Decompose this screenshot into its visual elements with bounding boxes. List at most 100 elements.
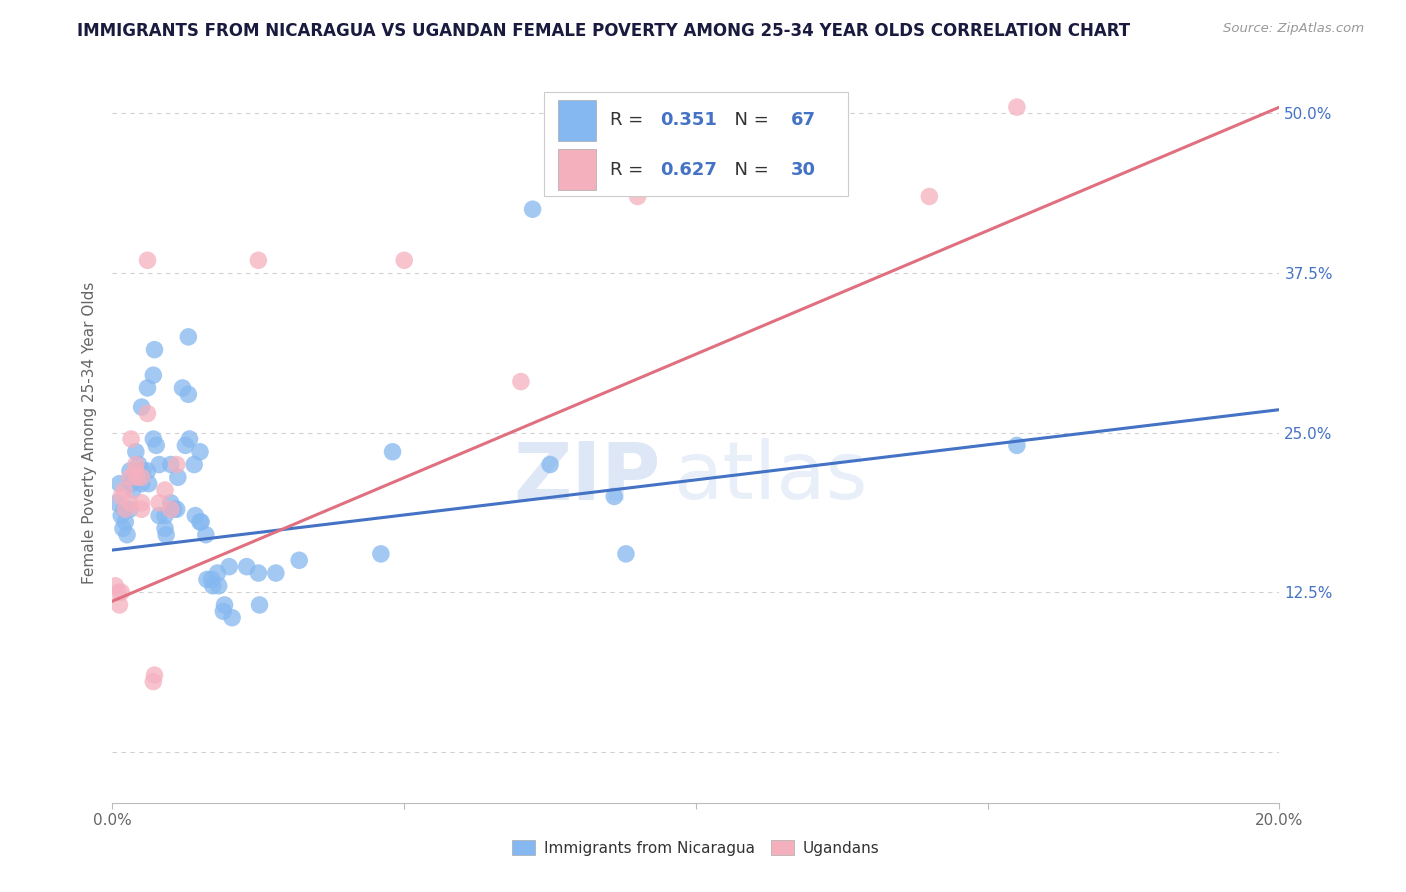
Point — [394, 253, 416, 268]
Point — [177, 330, 200, 344]
Point — [105, 496, 128, 510]
Text: R =: R = — [610, 161, 648, 178]
Point — [370, 547, 392, 561]
Point — [118, 470, 141, 484]
Point — [125, 444, 148, 458]
Point — [145, 438, 167, 452]
Point — [112, 483, 135, 497]
Point — [148, 508, 170, 523]
Point — [148, 496, 170, 510]
Text: ZIP: ZIP — [513, 438, 661, 516]
Point — [153, 508, 176, 523]
Legend: Immigrants from Nicaragua, Ugandans: Immigrants from Nicaragua, Ugandans — [506, 834, 886, 862]
Text: 67: 67 — [790, 112, 815, 129]
Point — [160, 502, 183, 516]
Text: 0.627: 0.627 — [659, 161, 717, 178]
Point — [166, 470, 188, 484]
Point — [115, 527, 138, 541]
Point — [201, 579, 224, 593]
Text: N =: N = — [723, 112, 775, 129]
Point — [125, 470, 148, 484]
Point — [172, 381, 194, 395]
Point — [177, 387, 200, 401]
Point — [918, 189, 941, 203]
Point — [118, 464, 141, 478]
Point — [110, 490, 132, 504]
Point — [132, 464, 155, 478]
Point — [142, 674, 165, 689]
Point — [264, 566, 287, 580]
FancyBboxPatch shape — [558, 150, 596, 190]
Point — [627, 189, 650, 203]
Point — [509, 375, 531, 389]
Point — [104, 579, 127, 593]
Point — [190, 515, 212, 529]
Point — [136, 253, 159, 268]
Point — [235, 559, 257, 574]
Point — [179, 432, 201, 446]
Point — [107, 585, 129, 599]
Point — [214, 598, 236, 612]
Point — [153, 483, 176, 497]
Text: R =: R = — [610, 112, 648, 129]
Point — [188, 444, 211, 458]
Point — [614, 547, 637, 561]
Point — [221, 611, 243, 625]
Point — [603, 490, 626, 504]
Text: Source: ZipAtlas.com: Source: ZipAtlas.com — [1223, 22, 1364, 36]
Text: IMMIGRANTS FROM NICARAGUA VS UGANDAN FEMALE POVERTY AMONG 25-34 YEAR OLDS CORREL: IMMIGRANTS FROM NICARAGUA VS UGANDAN FEM… — [77, 22, 1130, 40]
Point — [136, 407, 159, 421]
Point — [108, 598, 131, 612]
Point — [381, 444, 404, 458]
Point — [249, 598, 271, 612]
Point — [120, 432, 142, 446]
FancyBboxPatch shape — [544, 92, 848, 195]
Point — [112, 502, 135, 516]
Point — [194, 527, 217, 541]
Point — [136, 464, 159, 478]
Point — [111, 521, 134, 535]
Point — [118, 502, 141, 516]
Point — [183, 458, 205, 472]
Point — [110, 508, 132, 523]
Point — [1005, 100, 1028, 114]
Point — [174, 438, 197, 452]
Point — [125, 464, 148, 478]
Point — [128, 458, 150, 472]
Text: atlas: atlas — [672, 438, 868, 516]
Point — [114, 515, 136, 529]
Point — [160, 458, 183, 472]
FancyBboxPatch shape — [558, 100, 596, 141]
Text: N =: N = — [723, 161, 775, 178]
Point — [122, 483, 145, 497]
Point — [1005, 438, 1028, 452]
Point — [538, 458, 561, 472]
Text: 30: 30 — [790, 161, 815, 178]
Point — [207, 566, 229, 580]
Point — [166, 502, 188, 516]
Point — [131, 400, 153, 414]
Point — [188, 515, 211, 529]
Point — [522, 202, 544, 217]
Point — [163, 502, 186, 516]
Point — [184, 508, 207, 523]
Text: 0.351: 0.351 — [659, 112, 717, 129]
Point — [218, 559, 240, 574]
Point — [118, 496, 141, 510]
Point — [131, 470, 153, 484]
Point — [143, 668, 166, 682]
Point — [131, 502, 153, 516]
Point — [148, 458, 170, 472]
Point — [114, 502, 136, 516]
Point — [201, 573, 224, 587]
Point — [138, 476, 160, 491]
Point — [143, 343, 166, 357]
Point — [110, 585, 132, 599]
Point — [155, 527, 177, 541]
Point — [288, 553, 311, 567]
Point — [212, 604, 235, 618]
Point — [142, 432, 165, 446]
Point — [136, 381, 159, 395]
Point — [247, 253, 270, 268]
Point — [166, 458, 188, 472]
